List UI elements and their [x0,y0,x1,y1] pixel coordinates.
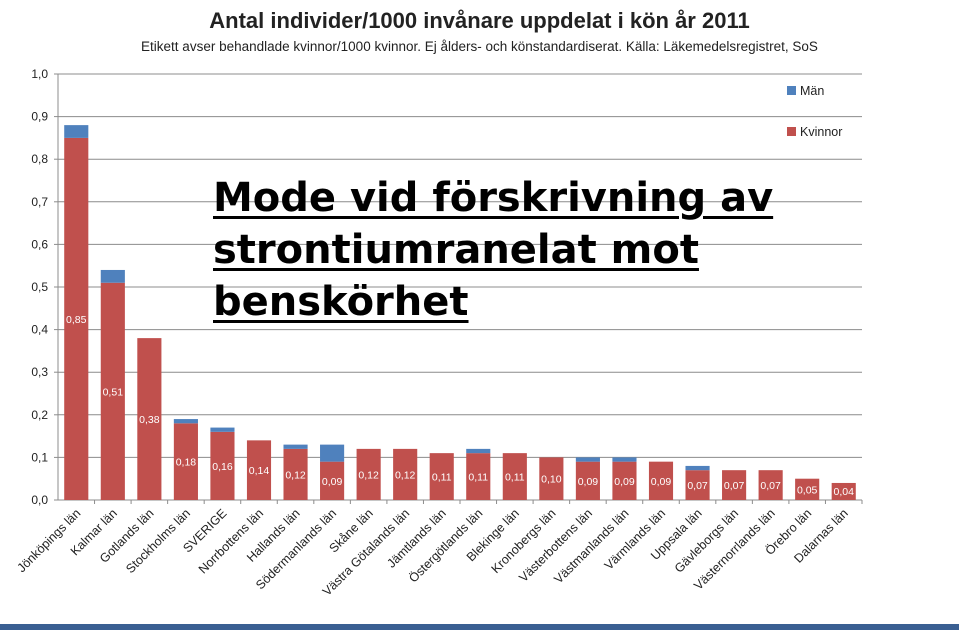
legend-label: Män [800,84,824,98]
bar-kvinnor [575,461,600,500]
x-tick-label: Gävleborgs län [672,506,741,575]
data-label: 0,18 [176,457,197,469]
y-tick-label: 1,0 [31,67,48,81]
y-tick-label: 0,4 [31,323,48,337]
y-tick-label: 0,6 [31,237,48,251]
data-label: 0,12 [358,469,379,481]
bar-kvinnor [320,461,345,500]
bar-kvinnor [795,478,820,500]
y-tick-label: 0,7 [31,195,48,209]
x-tick-label: Kronobergs län [489,506,559,576]
y-tick-label: 0,3 [31,365,48,379]
overlay-line-3: benskörhet [213,279,469,325]
bar-kvinnor [100,282,125,500]
data-label: 0,16 [212,461,233,473]
bar-man [320,444,345,462]
x-tick-label: Jönköpings län [15,506,84,575]
bar-kvinnor [502,453,527,500]
bar-man [612,457,637,462]
overlay-caption: Mode vid förskrivning av strontiumranela… [213,172,833,328]
bar-kvinnor [758,470,783,500]
y-tick-label: 0,0 [31,493,48,507]
bar-man [173,419,198,424]
data-label: 0,14 [249,465,270,477]
x-tick-label: Norrbottens län [196,506,266,576]
bar-kvinnor [246,440,272,500]
bar-kvinnor [210,431,235,500]
bar-kvinnor [356,448,381,500]
data-label: 0,11 [468,472,488,484]
y-tick-label: 0,9 [31,110,48,124]
data-label: 0,07 [687,480,708,492]
data-label: 0,51 [103,386,124,398]
legend-swatch [787,127,796,136]
data-label: 0,09 [651,476,672,488]
data-label: 0,10 [541,474,562,486]
bar-kvinnor [173,423,198,500]
data-label: 0,09 [578,476,599,488]
data-label: 0,07 [760,480,781,492]
bar-man [283,444,308,449]
bar-man [575,457,600,462]
data-label: 0,07 [724,480,745,492]
bar-kvinnor [685,470,710,500]
bar-man [466,448,491,454]
bar-kvinnor [283,448,308,500]
bar-kvinnor [137,338,162,500]
y-tick-label: 0,8 [31,152,48,166]
bar-man [685,465,710,471]
legend-label: Kvinnor [800,125,842,139]
bar-man [64,125,89,138]
overlay-line-1: Mode vid förskrivning av [213,175,774,221]
bar-kvinnor [722,470,747,500]
y-tick-label: 0,1 [31,450,48,464]
bottom-bar [0,624,959,630]
data-label: 0,12 [395,469,416,481]
bar-kvinnor [831,482,856,500]
chart-title: Antal individer/1000 invånare uppdelat i… [209,8,750,33]
x-tick-label: Stockholms län [123,506,193,576]
bar-kvinnor [393,448,418,500]
y-tick-label: 0,2 [31,408,48,422]
data-label: 0,12 [285,469,306,481]
data-label: 0,09 [322,476,343,488]
bar-kvinnor [648,461,674,500]
overlay-line-2: strontiumranelat mot [213,227,699,273]
y-tick-label: 0,5 [31,280,48,294]
data-label: 0,11 [432,472,452,484]
bar-kvinnor [466,453,491,500]
data-label: 0,04 [834,486,855,498]
data-label: 0,05 [797,484,818,496]
bar-man [100,269,125,283]
data-label: 0,09 [614,476,635,488]
data-label: 0,38 [139,414,160,426]
bar-kvinnor [539,457,564,500]
data-label: 0,11 [505,472,525,484]
bar-kvinnor [612,461,637,500]
chart-subtitle: Etikett avser behandlade kvinnor/1000 kv… [141,39,818,54]
bar-kvinnor [64,137,89,500]
legend-swatch [787,86,796,95]
data-label: 0,85 [66,314,87,326]
bar-kvinnor [429,453,454,500]
bar-man [210,427,235,432]
